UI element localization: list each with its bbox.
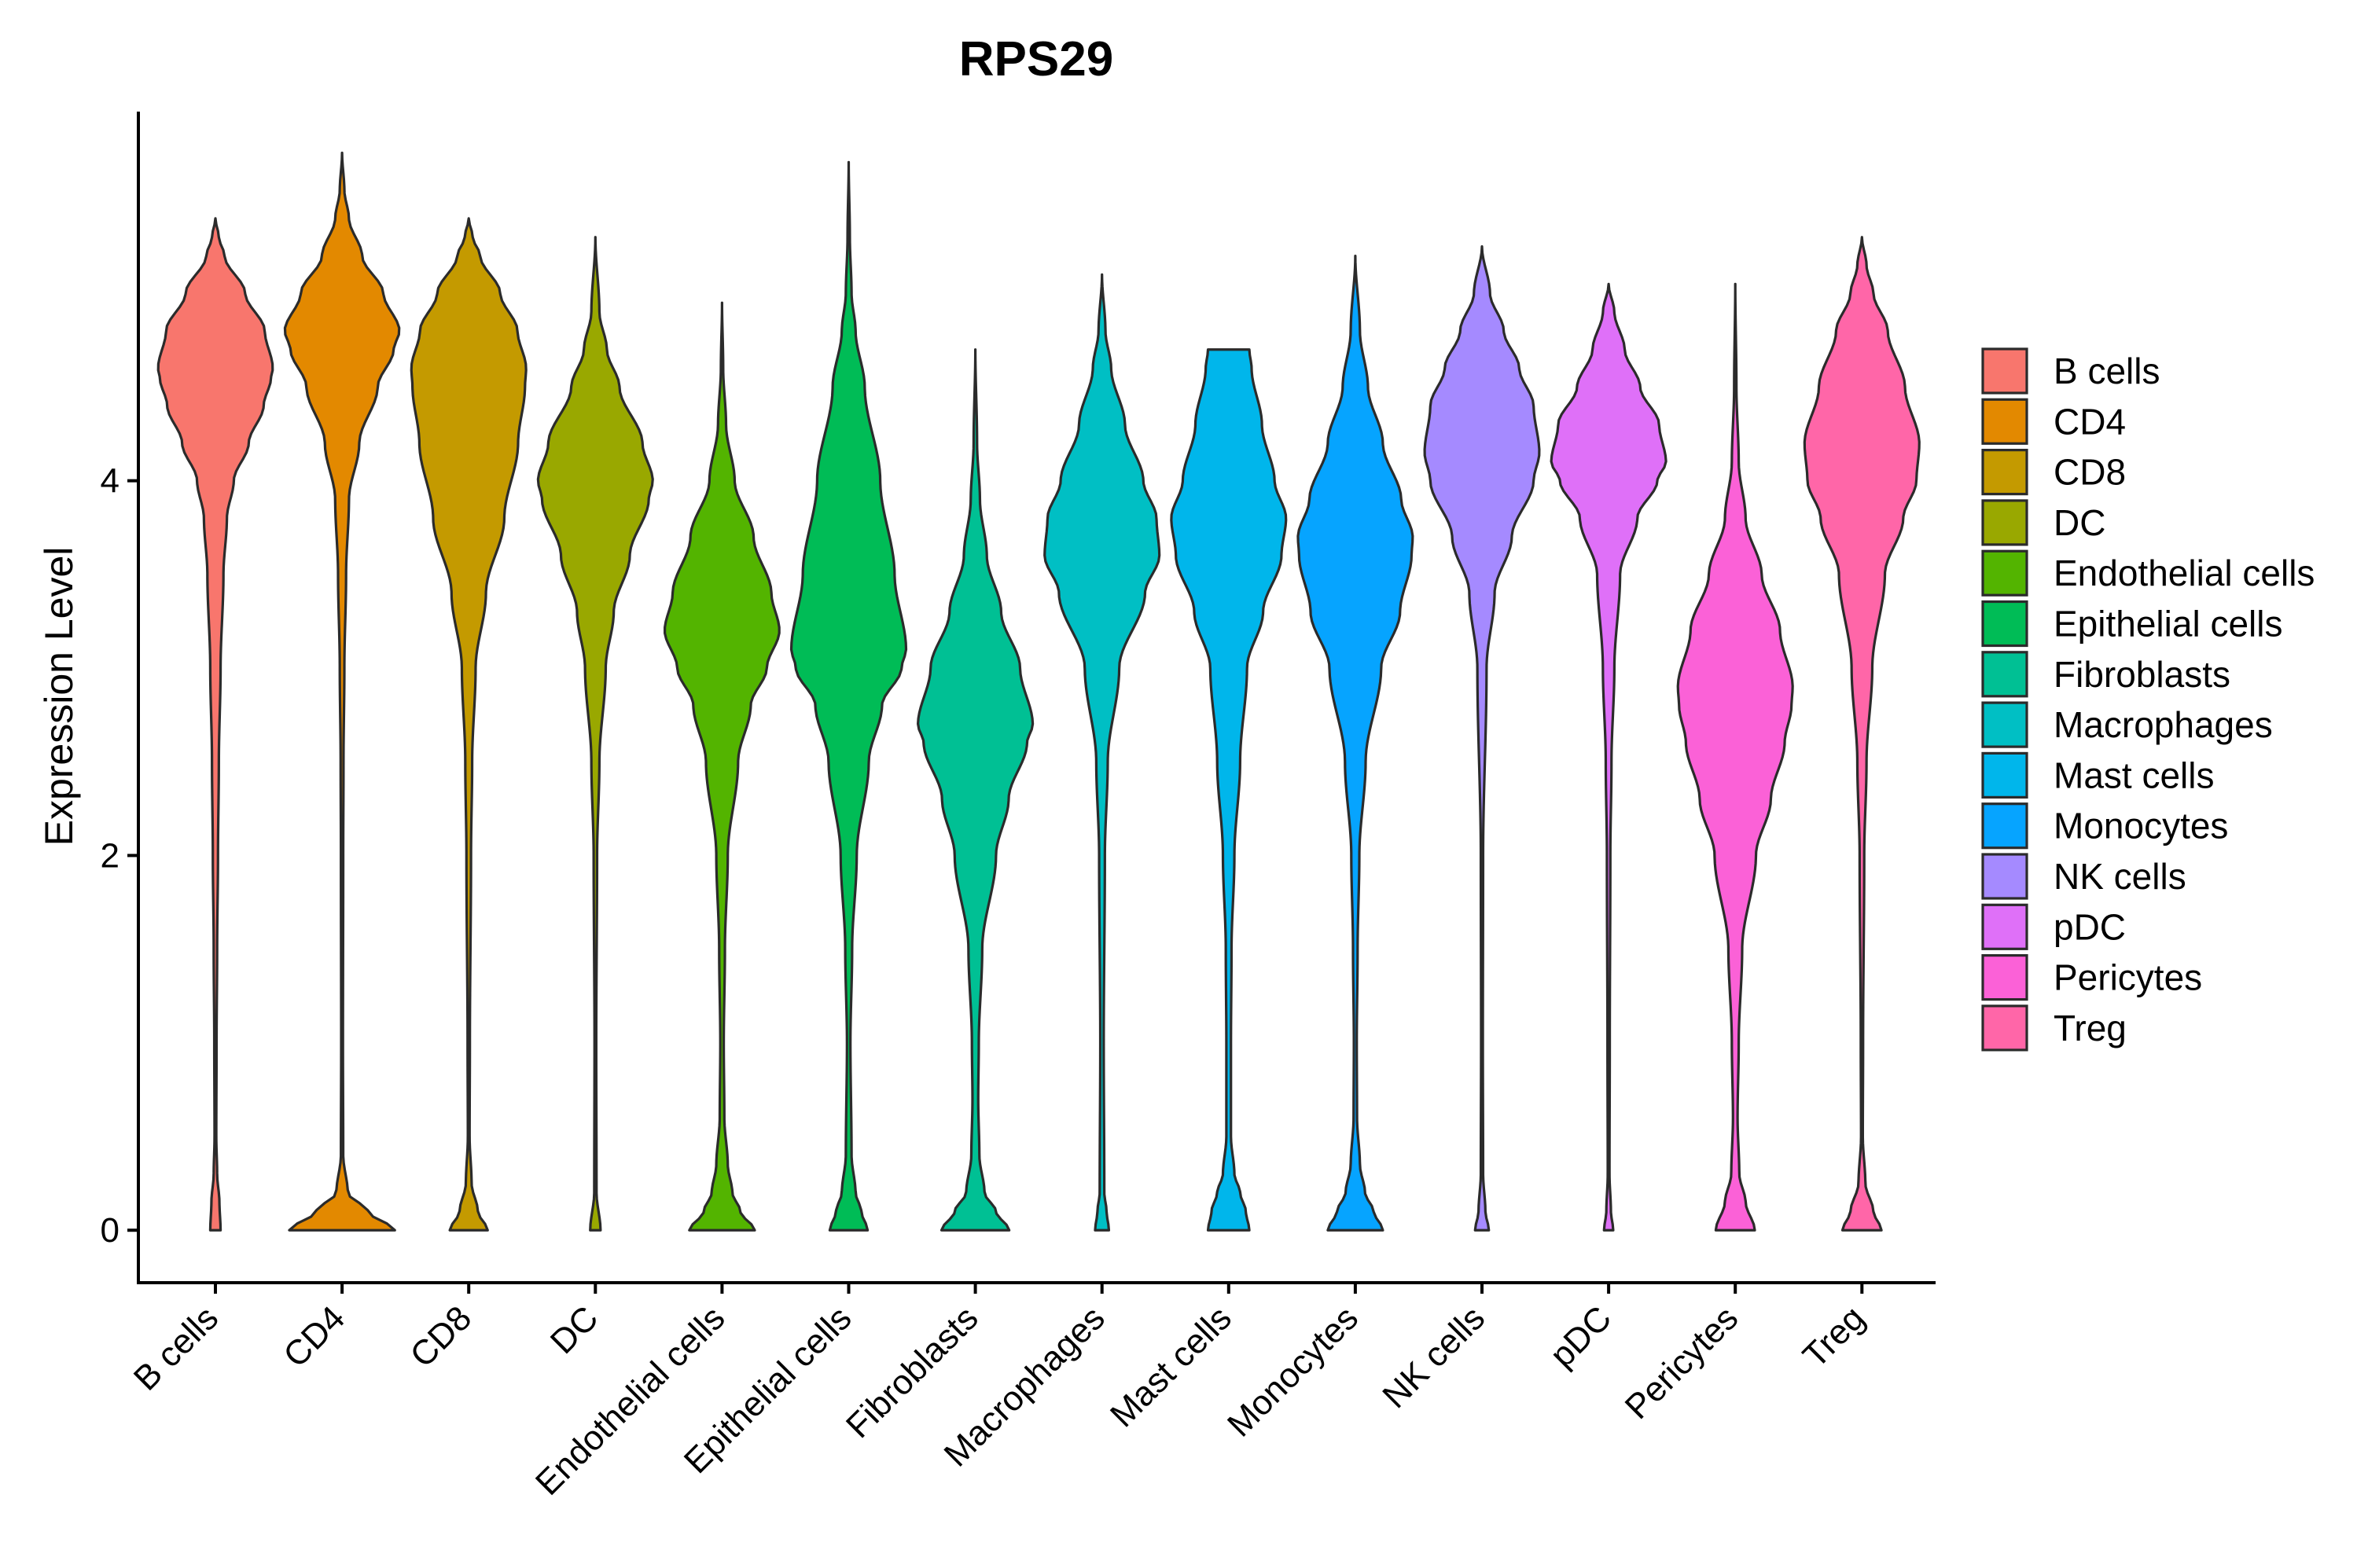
legend-key-mast-cells xyxy=(1981,751,2028,799)
x-tick-label-b-cells: B cells xyxy=(127,1298,226,1397)
legend-key-treg xyxy=(1981,1004,2028,1052)
y-axis: 0 2 4 xyxy=(101,462,138,1250)
legend-label-pericytes: Pericytes xyxy=(2054,957,2202,998)
legend-label-cd4: CD4 xyxy=(2054,401,2126,442)
x-tick-label-treg: Treg xyxy=(1796,1298,1872,1375)
plot-area xyxy=(156,151,1921,1232)
violin-cd4 xyxy=(283,151,401,1232)
legend-key-cd8 xyxy=(1981,448,2028,496)
violin-cd8 xyxy=(410,217,528,1232)
x-tick-label-cd8: CD8 xyxy=(403,1298,479,1375)
legend-key-nk-cells xyxy=(1981,853,2028,900)
legend-label-nk-cells: NK cells xyxy=(2054,856,2186,897)
legend-key-b-cells xyxy=(1981,347,2028,395)
violin-macrophages xyxy=(1043,273,1161,1232)
y-tick-label-0: 0 xyxy=(101,1211,120,1250)
violin-nk-cells xyxy=(1423,245,1541,1232)
legend-key-endothelial-cells xyxy=(1981,549,2028,597)
chart-title: RPS29 xyxy=(959,32,1113,86)
y-tick-label-4: 4 xyxy=(101,462,120,501)
x-tick-label-cd4: CD4 xyxy=(276,1298,352,1375)
legend-label-cd8: CD8 xyxy=(2054,452,2126,493)
legend: B cells CD4 CD8 DC Endothelial cells Epitheli… xyxy=(1981,347,2315,1052)
violin-dc xyxy=(536,236,654,1232)
legend-key-dc xyxy=(1981,499,2028,546)
y-tick-label-2: 2 xyxy=(101,836,120,875)
legend-key-fibroblasts xyxy=(1981,651,2028,698)
violin-pericytes xyxy=(1676,282,1794,1232)
violin-treg xyxy=(1803,236,1921,1232)
legend-label-mast-cells: Mast cells xyxy=(2054,755,2214,795)
violin-monocytes xyxy=(1296,254,1414,1232)
legend-label-endothelial-cells: Endothelial cells xyxy=(2054,553,2315,593)
violin-mast-cells xyxy=(1170,348,1288,1232)
legend-label-macrophages: Macrophages xyxy=(2054,704,2273,745)
legend-label-dc: DC xyxy=(2054,502,2105,543)
legend-label-b-cells: B cells xyxy=(2054,351,2160,391)
violin-pdc xyxy=(1550,282,1668,1232)
y-axis-label: Expression Level xyxy=(37,547,81,846)
legend-label-fibroblasts: Fibroblasts xyxy=(2054,654,2230,695)
violin-endothelial-cells xyxy=(664,301,781,1232)
legend-key-monocytes xyxy=(1981,802,2028,850)
x-tick-label-monocytes: Monocytes xyxy=(1220,1298,1366,1444)
legend-label-pdc: pDC xyxy=(2054,906,2126,947)
legend-key-epithelial-cells xyxy=(1981,600,2028,648)
violin-epithelial-cells xyxy=(789,160,908,1232)
legend-key-macrophages xyxy=(1981,701,2028,748)
violin-fibroblasts xyxy=(917,348,1035,1232)
x-tick-label-pdc: pDC xyxy=(1543,1298,1619,1375)
x-tick-label-nk-cells: NK cells xyxy=(1375,1298,1492,1416)
x-tick-label-pericytes: Pericytes xyxy=(1618,1298,1746,1427)
x-tick-label-mast-cells: Mast cells xyxy=(1103,1298,1239,1434)
legend-label-treg: Treg xyxy=(2054,1008,2127,1048)
legend-label-monocytes: Monocytes xyxy=(2054,806,2228,846)
violin-b-cells xyxy=(156,217,274,1232)
legend-key-pericytes xyxy=(1981,953,2028,1001)
legend-key-pdc xyxy=(1981,903,2028,950)
x-tick-label-dc: DC xyxy=(543,1298,606,1361)
legend-key-cd4 xyxy=(1981,398,2028,445)
legend-label-epithelial-cells: Epithelial cells xyxy=(2054,604,2282,644)
